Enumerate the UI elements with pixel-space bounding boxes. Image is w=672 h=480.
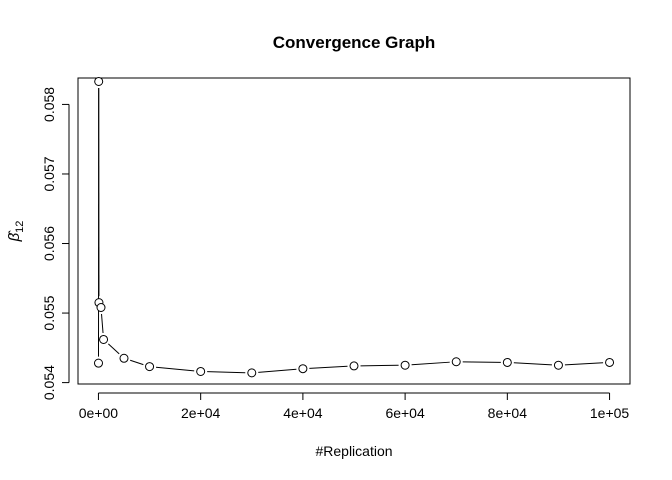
- data-point: [119, 353, 129, 363]
- y-tick-label: 0.055: [41, 295, 57, 330]
- x-tick-label: 8e+04: [488, 405, 528, 421]
- x-axis: 0e+00 2e+04 4e+04 6e+04 8e+04 1e+05: [79, 392, 630, 421]
- y-tick-label: 0.054: [41, 365, 57, 400]
- data-point: [99, 334, 109, 344]
- y-axis-label-subscript: 12: [14, 221, 26, 233]
- series-segment: [130, 359, 144, 366]
- plot-frame: [77, 77, 631, 385]
- series-segment: [411, 361, 450, 366]
- data-point: [502, 357, 512, 367]
- data-point: [93, 358, 103, 368]
- series-beta12: [93, 76, 615, 378]
- series-segment: [101, 313, 104, 334]
- y-tick-label: 0.056: [41, 226, 57, 261]
- data-point: [605, 357, 615, 367]
- data-point: [145, 362, 155, 372]
- x-tick-label: 6e+04: [385, 405, 425, 421]
- data-point: [553, 360, 563, 370]
- y-axis-label: β̂12: [6, 221, 26, 243]
- data-point: [247, 368, 257, 378]
- data-point: [298, 364, 308, 374]
- y-tick-label: 0.057: [41, 156, 57, 191]
- y-axis-label-symbol: β̂: [6, 230, 23, 243]
- data-point: [349, 361, 359, 371]
- data-point: [400, 360, 410, 370]
- series-segment: [513, 362, 552, 366]
- x-tick-label: 0e+00: [79, 405, 119, 421]
- y-tick-label: 0.058: [41, 87, 57, 122]
- series-segment: [108, 343, 120, 355]
- x-axis-label: #Replication: [315, 443, 392, 459]
- data-point: [94, 76, 104, 86]
- series-segment: [155, 366, 195, 372]
- series-segment: [360, 364, 399, 367]
- series-segment: [462, 361, 501, 363]
- data-point: [96, 303, 106, 312]
- series-segment: [207, 371, 246, 374]
- x-tick-label: 4e+04: [283, 405, 323, 421]
- series-segment: [258, 368, 297, 373]
- data-point: [451, 357, 461, 367]
- x-tick-label: 2e+04: [181, 405, 221, 421]
- y-axis: 0.054 0.055 0.056 0.057 0.058: [41, 87, 70, 400]
- series-segment: [309, 365, 348, 369]
- data-point: [196, 366, 206, 376]
- chart-title: Convergence Graph: [273, 33, 436, 52]
- x-tick-label: 1e+05: [590, 405, 630, 421]
- series-segment: [564, 362, 604, 366]
